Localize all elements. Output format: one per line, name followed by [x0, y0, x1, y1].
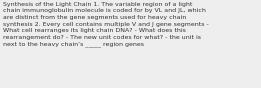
Text: Synthesis of the Light Chain 1. The variable region of a light
chain immunoglobu: Synthesis of the Light Chain 1. The vari…	[3, 2, 208, 47]
